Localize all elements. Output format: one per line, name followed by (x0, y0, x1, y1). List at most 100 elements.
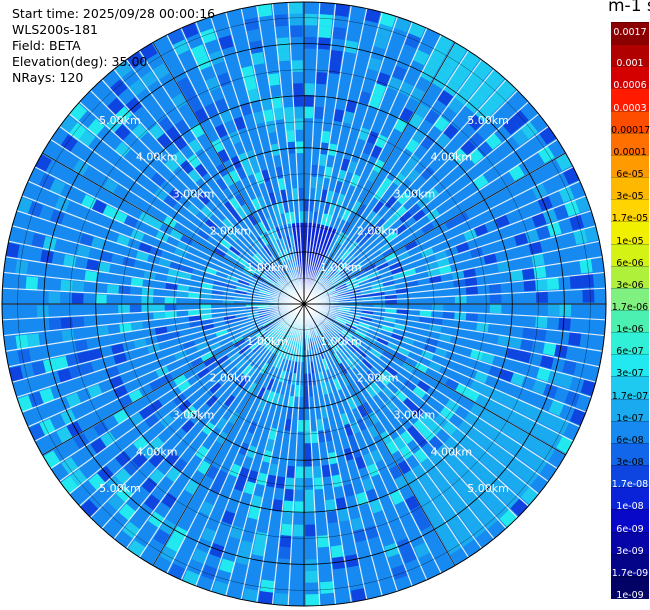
ppi-gate (205, 516, 221, 532)
ppi-gate (417, 379, 431, 393)
ppi-gate (360, 313, 373, 319)
ppi-gate (536, 425, 553, 443)
ppi-gate (448, 179, 464, 194)
ppi-gate (413, 542, 431, 559)
ppi-gate (383, 284, 396, 291)
ppi-gate (373, 34, 389, 50)
ppi-gate (140, 444, 157, 461)
ppi-gate (76, 245, 91, 259)
ppi-gate (212, 580, 229, 596)
ppi-gate (355, 231, 366, 244)
ppi-gate (508, 336, 522, 349)
ppi-gate (387, 341, 400, 351)
ppi-gate (8, 365, 24, 383)
ppi-gate (83, 221, 98, 236)
ppi-gate (263, 245, 273, 258)
ppi-gate (148, 399, 164, 414)
ppi-gate (347, 397, 357, 410)
ppi-gate (125, 166, 141, 182)
ray-separator (303, 303, 321, 606)
ppi-gate (449, 42, 468, 60)
ppi-gate (445, 377, 460, 391)
ppi-gate (23, 215, 39, 232)
ppi-gate (247, 420, 259, 435)
ppi-gate (245, 149, 257, 164)
ppi-gate (228, 411, 241, 425)
ppi-gate (97, 261, 111, 274)
ppi-gate (423, 343, 437, 354)
ppi-gate (396, 537, 413, 553)
ppi-gate (290, 48, 303, 61)
ppi-gate (385, 230, 398, 243)
ppi-gate (298, 408, 304, 421)
ppi-gate (251, 397, 262, 411)
ppi-gate (320, 130, 331, 144)
ppi-gate (319, 2, 334, 16)
ppi-gate (279, 535, 292, 548)
ppi-gate (411, 405, 425, 419)
range-ring-label: 5.00km (467, 482, 509, 495)
ppi-gate (451, 476, 468, 493)
ppi-gate (247, 338, 259, 348)
ppi-gate (88, 348, 103, 362)
ppi-gate (159, 373, 174, 386)
ppi-gate (438, 230, 453, 242)
ppi-gate (263, 321, 275, 330)
colorbar-cell: 1e-06 (611, 310, 649, 334)
ppi-gate (406, 153, 421, 169)
ppi-gate (208, 342, 222, 352)
ray-separator (303, 303, 507, 529)
ppi-gate (544, 264, 558, 278)
ppi-gate (442, 123, 459, 140)
colorbar-cell: 0.0017 (611, 22, 649, 45)
ppi-gate (248, 40, 263, 55)
ppi-gate (384, 195, 397, 209)
ppi-gate (543, 382, 559, 399)
ppi-gate (387, 76, 403, 92)
ppi-gate (535, 278, 548, 291)
ppi-gate (476, 322, 489, 333)
ppi-gate (179, 160, 194, 175)
ppi-gate (335, 316, 348, 323)
ppi-gate (419, 412, 434, 427)
ppi-gate (284, 488, 295, 502)
ppi-gate (252, 111, 265, 125)
ray-separator (303, 303, 337, 605)
ppi-gate (532, 379, 548, 395)
ppi-gate (195, 341, 209, 352)
ray-separator (303, 303, 383, 596)
ppi-gate (193, 107, 209, 123)
ppi-gate (486, 69, 505, 88)
ppi-gate (502, 235, 517, 249)
ppi-gate (288, 2, 303, 15)
ppi-gate (230, 155, 242, 170)
ray-separator (303, 303, 596, 383)
ppi-gate (416, 195, 430, 209)
ppi-gate (463, 267, 476, 278)
ppi-gate (351, 394, 363, 408)
ppi-gate (118, 285, 131, 295)
range-ring-label: 2.00km (357, 372, 399, 385)
ray-separator (210, 303, 305, 592)
ppi-gate (442, 420, 458, 436)
ppi-gate (177, 278, 191, 286)
ppi-gate (245, 517, 259, 532)
ppi-gate (204, 39, 221, 55)
ppi-gate (286, 407, 294, 420)
range-ring-label: 1.00km (246, 335, 288, 348)
ppi-gate (364, 68, 379, 83)
ppi-gate (434, 249, 448, 261)
ray-separator (303, 240, 600, 305)
ppi-gate (34, 154, 52, 173)
ray-separator (303, 303, 592, 398)
ppi-gate (190, 44, 207, 60)
ppi-gate (119, 323, 132, 334)
ppi-gate (72, 217, 87, 233)
ppi-gate (535, 225, 551, 240)
range-ring-label: 2.00km (210, 372, 252, 385)
ppi-gate (174, 119, 190, 135)
ppi-gate (221, 218, 234, 231)
ppi-gate (54, 196, 71, 213)
ppi-gate (254, 252, 265, 263)
ppi-gate (237, 152, 250, 167)
